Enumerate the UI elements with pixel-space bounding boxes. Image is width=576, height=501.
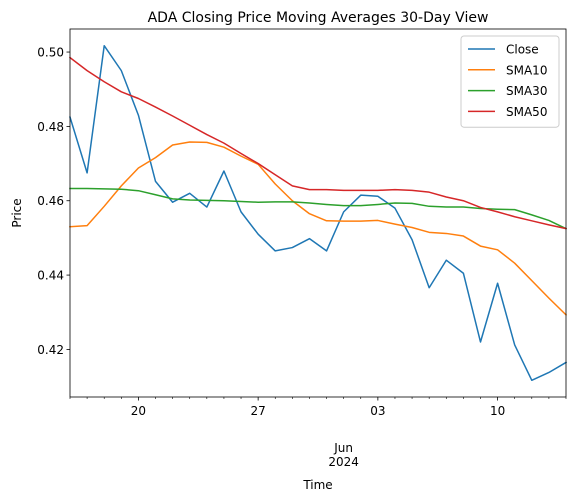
y-tick-label: 0.46 xyxy=(37,194,64,208)
series-line-close xyxy=(69,44,568,382)
x-period-label: 2024 xyxy=(328,455,359,469)
legend-frame xyxy=(460,35,560,128)
y-tick-label: 0.48 xyxy=(37,120,64,134)
y-tick-label: 0.44 xyxy=(37,269,64,283)
x-period-label: Jun xyxy=(333,441,353,455)
legend-label: SMA30 xyxy=(506,84,547,98)
series-line-sma10 xyxy=(69,141,568,316)
series-line-sma50 xyxy=(68,56,567,230)
x-tick-label: 27 xyxy=(250,404,265,418)
x-tick-label: 20 xyxy=(131,404,146,418)
x-tick-label: 10 xyxy=(490,404,505,418)
x-axis-label: Time xyxy=(302,478,332,492)
y-tick-label: 0.50 xyxy=(37,46,64,60)
y-axis-label: Price xyxy=(10,198,24,227)
legend: Close SMA10 SMA30 SMA50 xyxy=(460,35,560,128)
x-tick-label: 03 xyxy=(370,404,385,418)
series-line-sma30 xyxy=(69,187,568,230)
y-axis: 0.42 0.44 0.46 0.48 0.50 xyxy=(37,46,70,357)
legend-label: Close xyxy=(506,43,539,57)
legend-label: SMA10 xyxy=(506,63,547,77)
plot-frame xyxy=(69,28,567,398)
plot-lines xyxy=(68,44,568,382)
chart-title: ADA Closing Price Moving Averages 30-Day… xyxy=(148,10,489,26)
y-tick-label: 0.42 xyxy=(37,343,64,357)
legend-label: SMA50 xyxy=(506,105,547,119)
